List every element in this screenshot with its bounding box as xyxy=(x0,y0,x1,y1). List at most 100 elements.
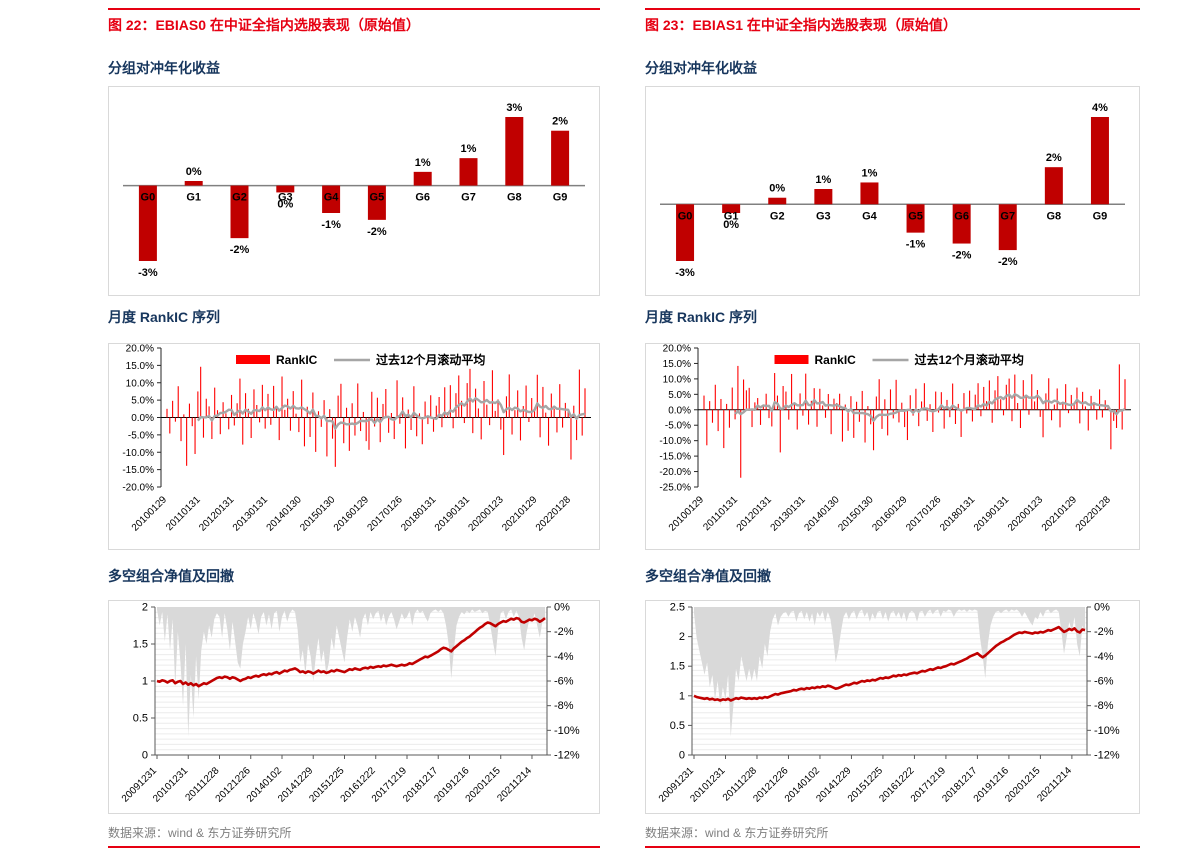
svg-text:-8%: -8% xyxy=(554,700,574,712)
rankic-chart-box: 20.0% 15.0% 10.0% 5.0% 0.0% -5.0% -10.0% -15.0%… xyxy=(645,343,1140,550)
svg-text:-2%: -2% xyxy=(998,256,1018,268)
figure-23-panel: 图 23：EBIAS1 在中证全指内选股表现（原始值） 分组对冲年化收益 G0 -… xyxy=(645,8,1140,848)
svg-text:-5.0%: -5.0% xyxy=(665,421,691,432)
svg-text:G9: G9 xyxy=(553,192,568,204)
svg-text:2%: 2% xyxy=(552,116,568,128)
rankic-bars xyxy=(703,364,1126,478)
svg-text:1: 1 xyxy=(142,676,148,688)
section-title-group-returns: 分组对冲年化收益 xyxy=(108,60,220,76)
svg-text:3%: 3% xyxy=(506,102,522,114)
svg-text:0.0%: 0.0% xyxy=(131,413,154,424)
svg-text:20200123: 20200123 xyxy=(1006,494,1046,534)
svg-text:G2: G2 xyxy=(232,192,247,204)
rankic-series-chart: 20.0% 15.0% 10.0% 5.0% 0.0% -5.0% -10.0% -15.0%… xyxy=(122,344,591,534)
svg-text:-5.0%: -5.0% xyxy=(128,430,154,441)
svg-text:0%: 0% xyxy=(186,166,202,178)
svg-text:20140130: 20140130 xyxy=(265,494,305,534)
svg-text:20210129: 20210129 xyxy=(1040,494,1080,534)
svg-text:-10.0%: -10.0% xyxy=(122,448,154,459)
figure-22-title: 图 22：EBIAS0 在中证全指内选股表现（原始值） xyxy=(108,17,420,33)
svg-text:0: 0 xyxy=(142,750,148,762)
section-title-nav: 多空组合净值及回撤 xyxy=(645,568,771,584)
svg-text:15.0%: 15.0% xyxy=(663,359,691,370)
svg-text:20190131: 20190131 xyxy=(433,494,473,534)
svg-text:0%: 0% xyxy=(769,183,785,195)
svg-text:20160129: 20160129 xyxy=(332,494,372,534)
svg-text:20150130: 20150130 xyxy=(836,494,876,534)
section-title-group-returns: 分组对冲年化收益 xyxy=(645,60,757,76)
svg-text:1.5: 1.5 xyxy=(133,639,148,651)
svg-text:20160129: 20160129 xyxy=(870,494,910,534)
svg-text:RankIC: RankIC xyxy=(276,353,318,367)
svg-text:20100129: 20100129 xyxy=(130,494,170,534)
svg-text:20130131: 20130131 xyxy=(231,494,271,534)
svg-text:20100129: 20100129 xyxy=(667,494,707,534)
svg-text:G5: G5 xyxy=(370,192,385,204)
svg-text:0.5: 0.5 xyxy=(133,713,148,725)
svg-text:-2%: -2% xyxy=(554,626,574,638)
svg-text:G8: G8 xyxy=(1047,210,1062,222)
nav-drawdown-chart: 2.5 2 1.5 1 0.5 0 0% -2% -4% -6% -8% -10% -12% 200912… xyxy=(657,602,1120,805)
figure-22-panel: 图 22：EBIAS0 在中证全指内选股表现（原始值） 分组对冲年化收益 G0 -… xyxy=(108,8,600,848)
drawdown-area xyxy=(157,607,545,737)
svg-text:-12%: -12% xyxy=(1094,750,1120,762)
svg-text:G7: G7 xyxy=(461,192,476,204)
svg-text:20.0%: 20.0% xyxy=(663,344,691,355)
svg-text:-25.0%: -25.0% xyxy=(659,483,691,494)
drawdown-area xyxy=(694,607,1085,737)
svg-text:G6: G6 xyxy=(415,192,430,204)
svg-text:-10%: -10% xyxy=(1094,725,1120,737)
svg-text:G7: G7 xyxy=(1000,210,1015,222)
svg-text:G4: G4 xyxy=(324,192,340,204)
nav-drawdown-chart-box: 2.5 2 1.5 1 0.5 0 0% -2% -4% -6% -8% -10% -12% 200912… xyxy=(645,600,1140,814)
bars xyxy=(138,117,570,261)
svg-text:G8: G8 xyxy=(507,192,522,204)
legend: RankIC 过去12个月滚动平均 xyxy=(774,352,1024,367)
svg-text:4%: 4% xyxy=(1092,102,1108,114)
svg-text:10.0%: 10.0% xyxy=(126,378,154,389)
section-title-rankic: 月度 RankIC 序列 xyxy=(645,309,758,325)
bars xyxy=(676,117,1109,261)
svg-text:0%: 0% xyxy=(277,198,293,210)
svg-text:20180131: 20180131 xyxy=(399,494,439,534)
svg-text:20130131: 20130131 xyxy=(769,494,809,534)
svg-text:-2%: -2% xyxy=(230,244,250,256)
svg-text:0: 0 xyxy=(679,750,685,762)
svg-text:0.0%: 0.0% xyxy=(668,405,691,416)
section-title-rankic: 月度 RankIC 序列 xyxy=(108,309,221,325)
legend-rankic-swatch xyxy=(236,355,270,364)
svg-text:过去12个月滚动平均: 过去12个月滚动平均 xyxy=(376,352,485,367)
svg-text:2: 2 xyxy=(679,631,685,643)
svg-text:-1%: -1% xyxy=(321,219,341,231)
svg-text:-4%: -4% xyxy=(554,651,574,663)
svg-text:-20.0%: -20.0% xyxy=(659,467,691,478)
svg-text:-12%: -12% xyxy=(554,750,580,762)
svg-text:-8%: -8% xyxy=(1094,700,1114,712)
svg-text:-20.0%: -20.0% xyxy=(122,483,154,494)
group-return-bar-chart: G0-3%G10%G2-2%G30%G4-1%G5-2%G61%G71%G83%… xyxy=(123,102,585,279)
svg-text:G2: G2 xyxy=(770,210,785,222)
svg-text:-3%: -3% xyxy=(675,267,695,279)
nav-line xyxy=(693,625,1086,702)
legend-rankic-swatch xyxy=(774,355,809,364)
svg-text:5.0%: 5.0% xyxy=(668,390,691,401)
svg-text:-10.0%: -10.0% xyxy=(659,436,691,447)
data-source-text: 数据来源：wind & 东方证券研究所 xyxy=(645,826,829,840)
nav-drawdown-chart: 2 1.5 1 0.5 0 0% -2% -4% -6% -8% -10% -12% 200912312… xyxy=(120,602,580,805)
top-rule xyxy=(108,8,600,10)
svg-text:1%: 1% xyxy=(415,157,431,169)
svg-text:-3%: -3% xyxy=(138,267,158,279)
svg-text:G4: G4 xyxy=(862,210,878,222)
svg-text:G3: G3 xyxy=(278,192,293,204)
group-return-chart-box: G0 -3% G1 0% G2 0% G3 1% G4 1% G5 -1% G6 -2% G7 -2% G8 2%… xyxy=(645,86,1140,296)
svg-text:0%: 0% xyxy=(723,219,739,231)
svg-text:G3: G3 xyxy=(816,210,831,222)
svg-text:G1: G1 xyxy=(186,192,201,204)
svg-text:1%: 1% xyxy=(861,167,877,179)
svg-text:-15.0%: -15.0% xyxy=(659,452,691,463)
rolling-average-line xyxy=(196,397,586,430)
data-source-note: 数据来源：wind & 东方证券研究所 xyxy=(645,824,1140,848)
svg-text:G6: G6 xyxy=(954,210,969,222)
nav-drawdown-chart-box: 2 1.5 1 0.5 0 0% -2% -4% -6% -8% -10% -12% 20091231 2… xyxy=(108,600,600,814)
svg-text:20101231: 20101231 xyxy=(151,765,191,805)
